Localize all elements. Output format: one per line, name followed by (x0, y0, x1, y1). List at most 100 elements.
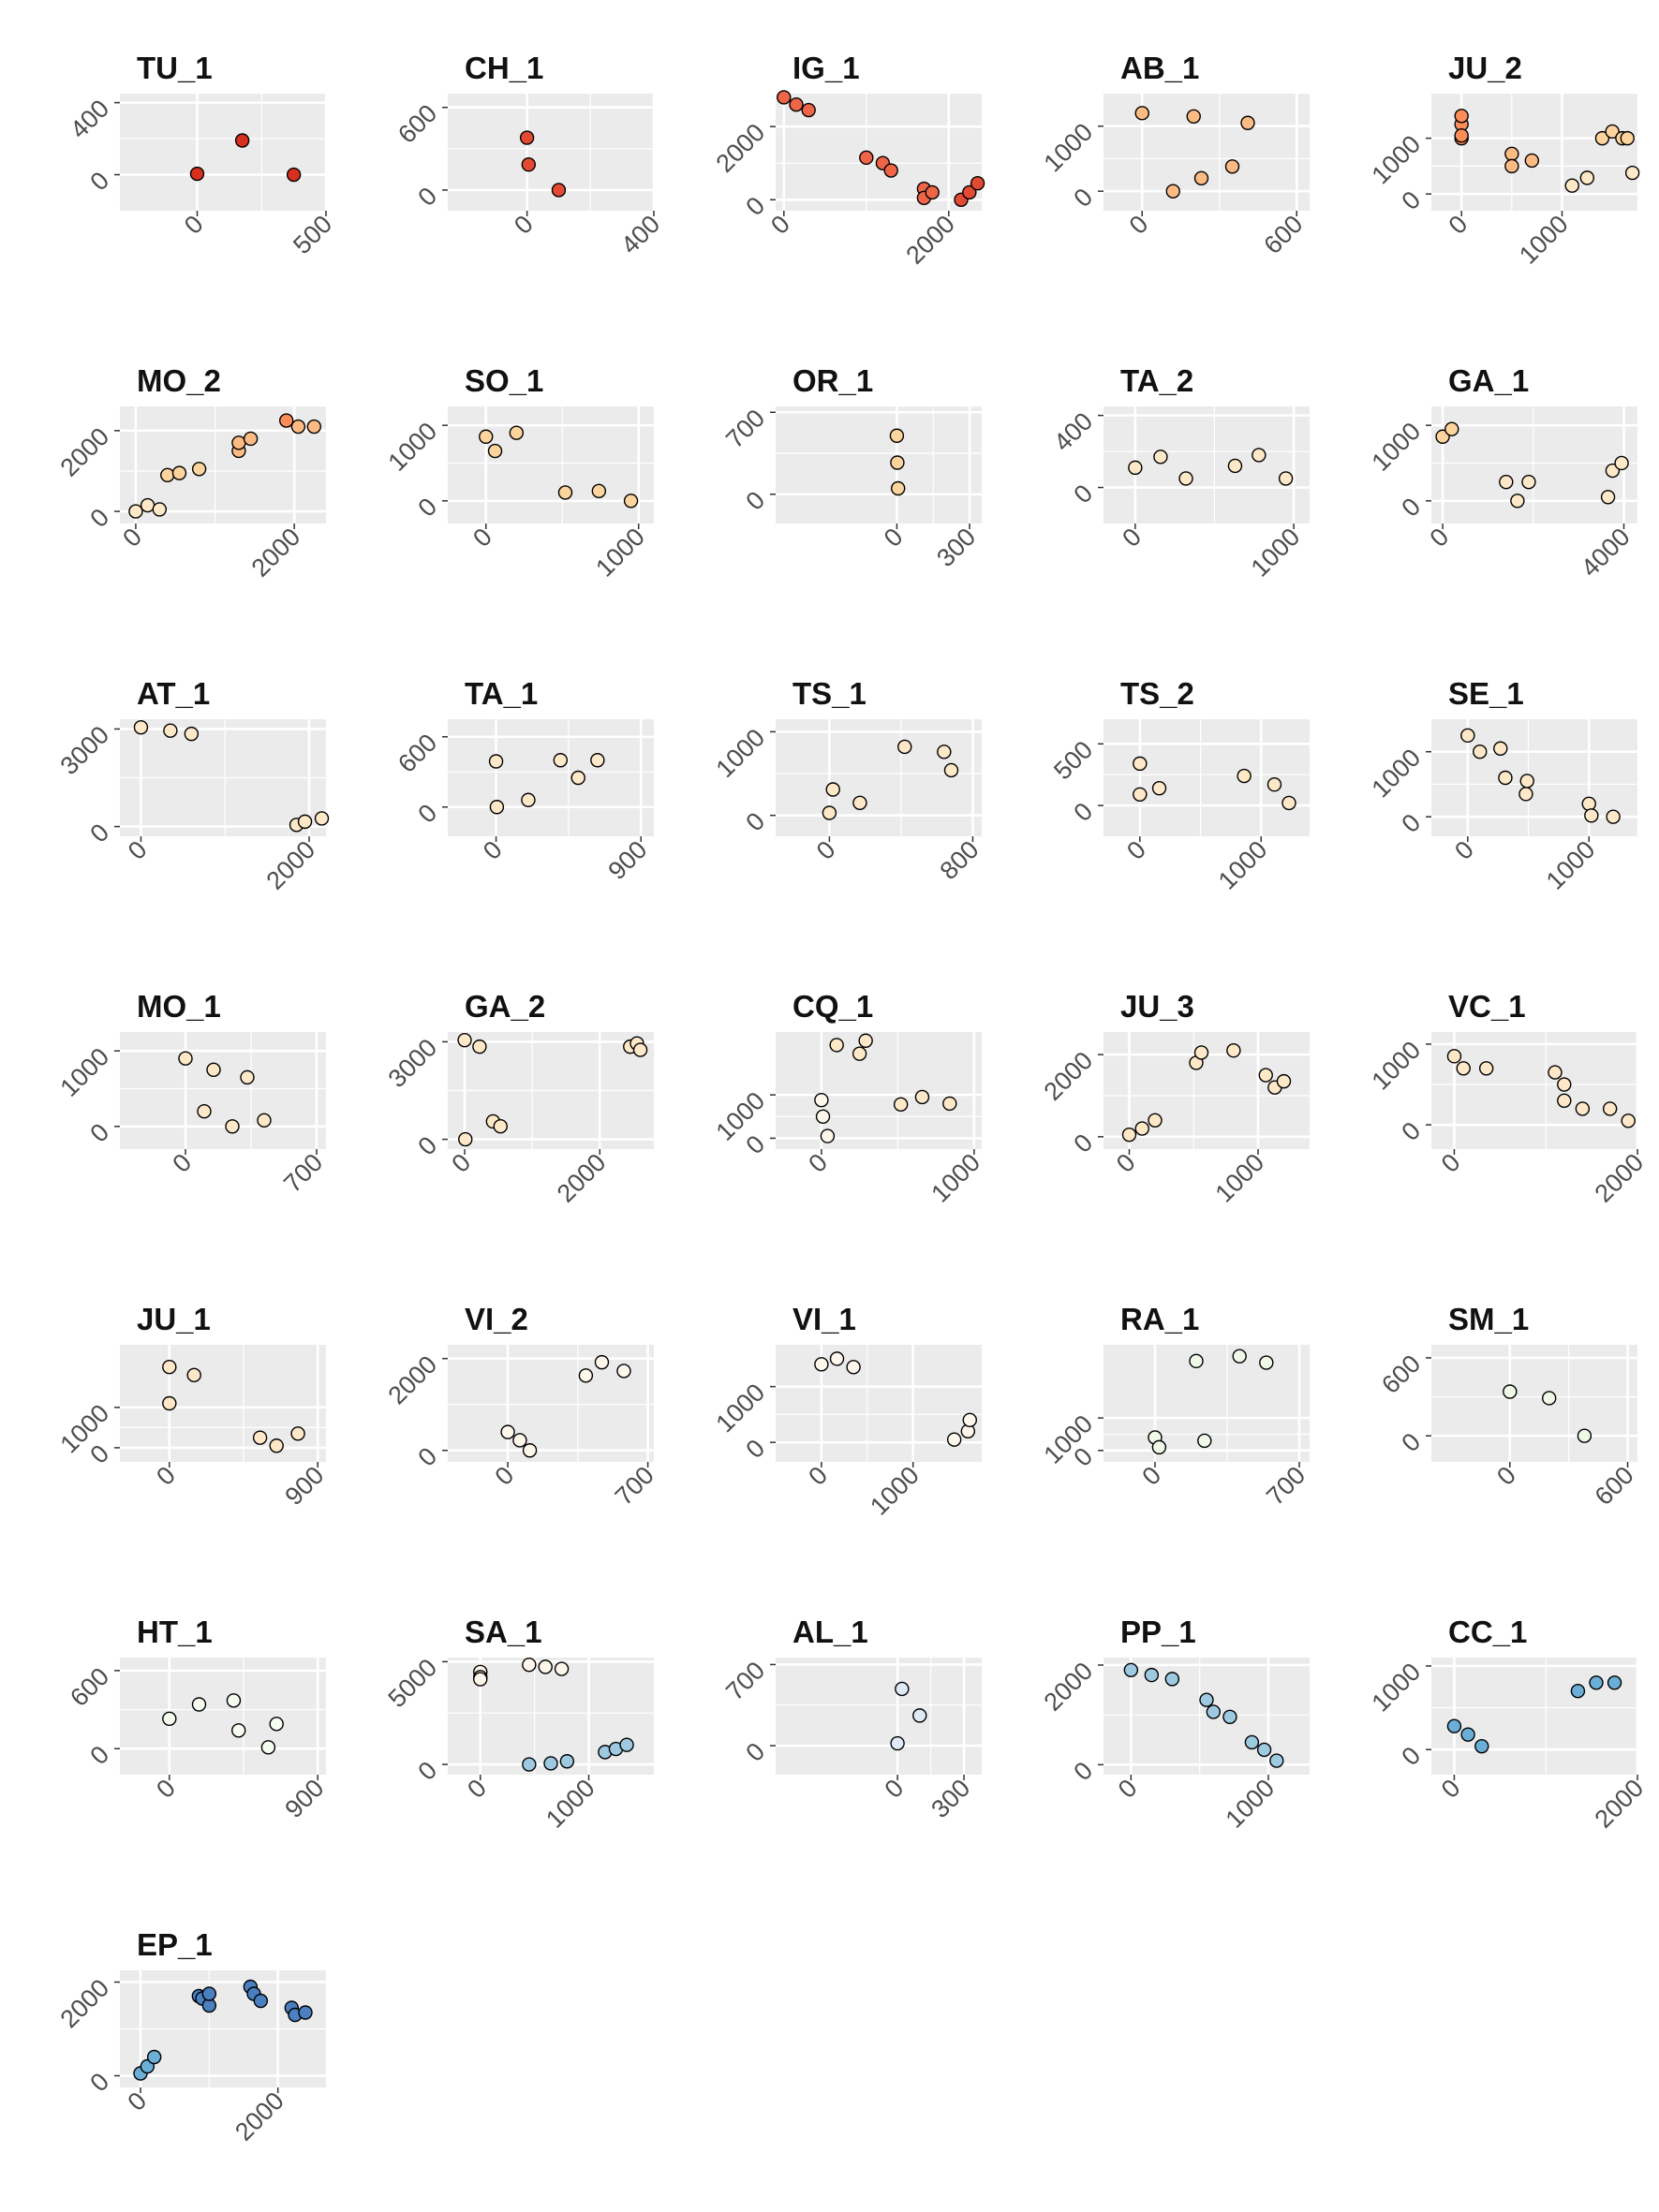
panel-title: TS_2 (1120, 676, 1194, 711)
y-tick-label: 600 (1376, 1349, 1426, 1399)
x-tick-label: 0 (1436, 1774, 1466, 1804)
x-tick-label: 0 (462, 1774, 492, 1804)
scatter-point (243, 431, 259, 447)
scatter-point (962, 184, 977, 200)
scatter-point (1278, 471, 1294, 486)
scatter-point (1193, 1045, 1209, 1060)
panel-title: TS_1 (792, 676, 867, 711)
y-tick-label: 0 (84, 818, 114, 848)
y-tick-label: 700 (720, 1656, 770, 1705)
scatter-point (257, 1113, 272, 1128)
panel-background (1431, 1032, 1637, 1149)
scatter-panel-vi-2: 0 700 0 2000 VI_2 (383, 1302, 659, 1511)
x-tick-label: 0 (879, 523, 909, 553)
panel-background (1431, 1345, 1637, 1462)
x-tick-label: 0 (1136, 1461, 1166, 1491)
y-tick-label: 1000 (55, 1042, 115, 1102)
scatter-point (594, 1354, 610, 1370)
scatter-point (1605, 124, 1620, 140)
scatter-point (1510, 494, 1525, 509)
scatter-point (479, 429, 494, 444)
panel-background (1104, 719, 1310, 836)
x-tick-label: 0 (446, 1148, 476, 1178)
scatter-panel-at-1: 0 2000 0 3000 AT_1 (55, 676, 330, 895)
panel-title: GA_1 (1448, 363, 1529, 398)
panel-title: TU_1 (137, 51, 213, 85)
x-tick-label: 700 (278, 1148, 328, 1198)
y-tick-label: 0 (84, 2068, 114, 2098)
scatter-point (522, 1757, 537, 1772)
scatter-point (1186, 109, 1201, 125)
y-tick-label: 0 (84, 503, 114, 533)
x-tick-label: 1000 (1210, 1148, 1270, 1208)
y-tick-label: 2000 (55, 1974, 115, 2034)
scatter-point (970, 176, 985, 191)
scatter-point (914, 1089, 930, 1105)
x-tick-label: 0 (1449, 835, 1479, 865)
scatter-point (1259, 1355, 1274, 1370)
y-tick-label: 0 (412, 182, 442, 212)
scatter-point (1624, 165, 1640, 181)
scatter-point (1454, 109, 1469, 124)
scatter-point (206, 1062, 221, 1078)
scatter-point (1199, 1692, 1214, 1707)
panel-title: CQ_1 (792, 989, 873, 1024)
y-tick-label: 1000 (711, 1379, 771, 1438)
y-tick-label: 0 (1396, 493, 1426, 523)
scatter-point (1151, 1439, 1167, 1455)
panel-title: VI_1 (792, 1302, 856, 1336)
scatter-point (943, 762, 959, 778)
panel-title: JU_1 (137, 1302, 211, 1336)
scatter-point (829, 1351, 845, 1366)
y-tick-label: 0 (1396, 808, 1426, 838)
scatter-point (178, 1051, 193, 1066)
x-tick-label: 0 (803, 1148, 833, 1178)
panel-title: CC_1 (1448, 1615, 1527, 1649)
scatter-point (1128, 460, 1143, 476)
scatter-point (234, 133, 250, 148)
x-tick-label: 700 (610, 1461, 659, 1511)
panel-title: VI_2 (465, 1302, 528, 1336)
scatter-point (937, 745, 952, 759)
scatter-point (500, 1424, 515, 1439)
scatter-point (1564, 178, 1579, 193)
scatter-point (1504, 146, 1519, 161)
scatter-point (1557, 1093, 1572, 1108)
x-tick-label: 0 (1117, 523, 1147, 553)
scatter-point (522, 1657, 537, 1673)
scatter-point (554, 1661, 570, 1676)
scatter-point (290, 419, 306, 435)
panel-title: VC_1 (1448, 989, 1526, 1024)
x-tick-label: 1000 (926, 1148, 985, 1208)
scatter-point (163, 723, 178, 738)
x-tick-label: 0 (1444, 210, 1474, 240)
panel-title: AL_1 (792, 1615, 868, 1649)
scatter-point (538, 1659, 553, 1674)
scatter-point (286, 167, 302, 183)
scatter-point (1460, 728, 1475, 744)
scatter-point (801, 102, 816, 118)
scatter-point (509, 425, 525, 440)
scatter-point (160, 467, 175, 482)
x-tick-label: 0 (151, 1774, 181, 1804)
scatter-point (1244, 1734, 1260, 1750)
y-tick-label: 1000 (383, 417, 443, 477)
scatter-point (521, 792, 536, 807)
scatter-point (253, 1993, 269, 2009)
panel-background (448, 406, 654, 524)
scatter-panel-ga-1: 0 4000 0 1000 GA_1 (1367, 363, 1637, 582)
scatter-point (1620, 130, 1635, 146)
panel-title: PP_1 (1120, 1615, 1196, 1649)
y-tick-label: 0 (1068, 797, 1098, 827)
scatter-point (1478, 1061, 1494, 1076)
panel-background (448, 94, 654, 211)
scatter-point (1446, 1718, 1462, 1733)
scatter-panel-ju-3: 0 1000 0 2000 JU_3 (1039, 989, 1310, 1208)
scatter-point (557, 485, 573, 500)
y-tick-label: 1000 (1367, 130, 1427, 190)
y-tick-label: 0 (1396, 1427, 1426, 1457)
x-tick-label: 0 (151, 1461, 181, 1491)
x-tick-label: 0 (1424, 523, 1454, 553)
